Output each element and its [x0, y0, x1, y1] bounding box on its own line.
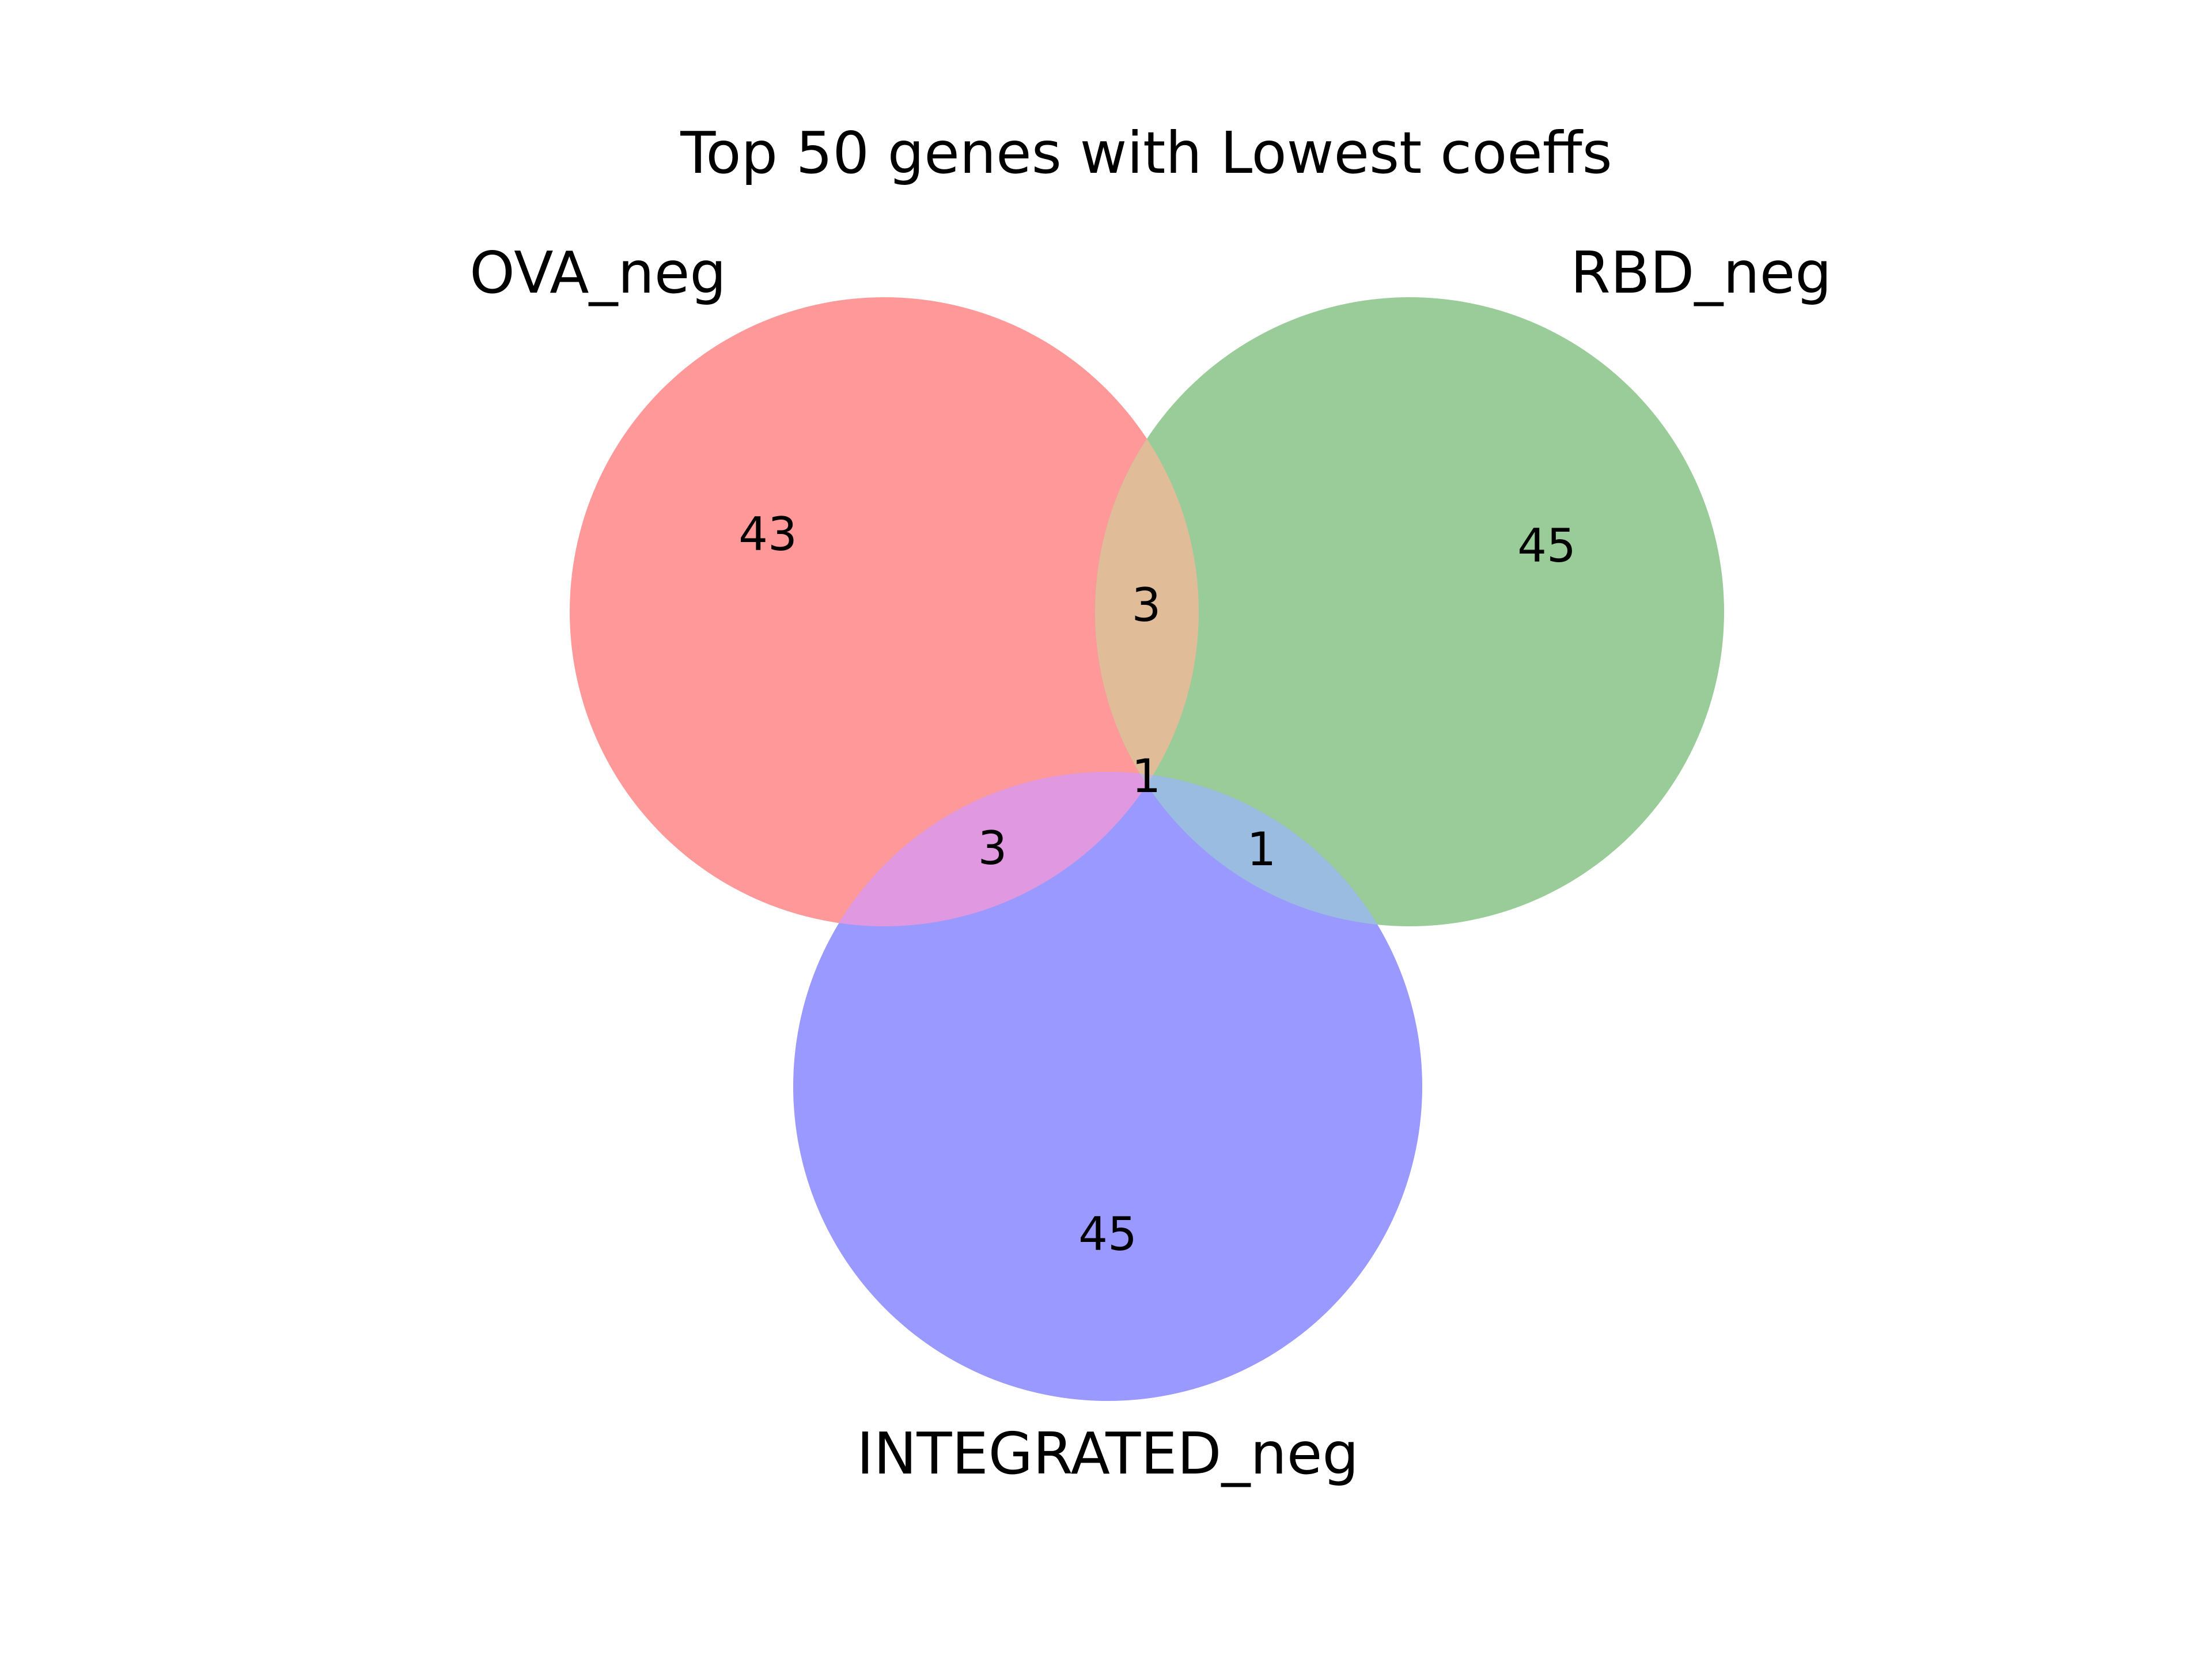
set-label-integrated-neg: INTEGRATED_neg — [857, 1420, 1359, 1487]
set-label-ova-neg: OVA_neg — [469, 239, 726, 306]
circle-ova-neg — [570, 297, 1199, 926]
count-ova-only: 43 — [738, 507, 797, 561]
count-rbd-only: 45 — [1517, 519, 1576, 573]
circle-rbd-neg — [1095, 297, 1724, 926]
count-ova-integrated: 3 — [978, 821, 1007, 875]
count-rbd-integrated: 1 — [1247, 823, 1277, 876]
count-all-three: 1 — [1132, 749, 1161, 803]
chart-title: Top 50 genes with Lowest coeffs — [680, 119, 1612, 187]
circle-integrated-neg — [793, 772, 1422, 1401]
set-label-rbd-neg: RBD_neg — [1570, 239, 1831, 306]
count-integrated-only: 45 — [1078, 1207, 1137, 1261]
count-ova-rbd: 3 — [1132, 578, 1161, 632]
